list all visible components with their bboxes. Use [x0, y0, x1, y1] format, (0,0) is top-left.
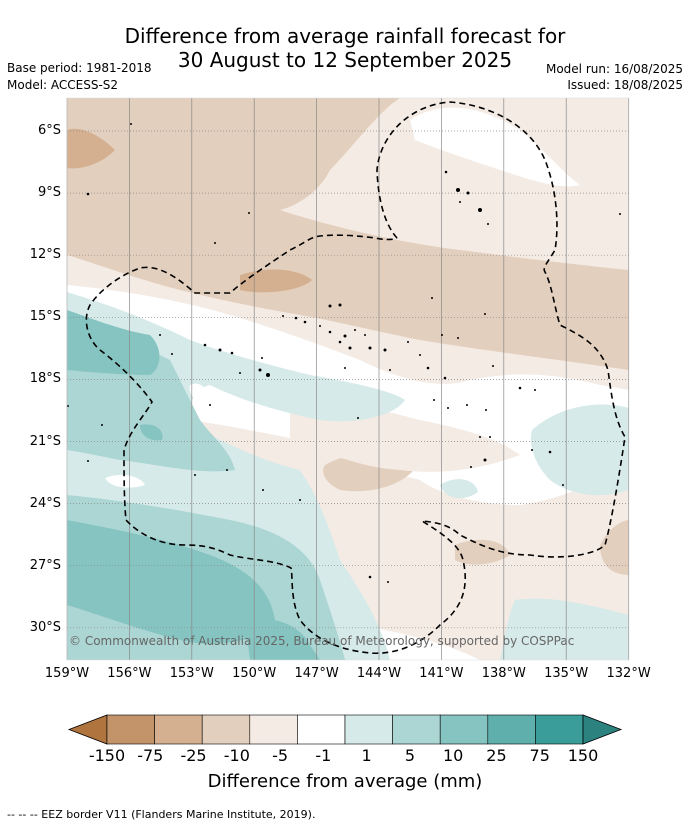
colorbar-segment — [154, 714, 203, 745]
lat-label: 18°S — [29, 371, 61, 387]
colorbar-tick-label: 150 — [567, 746, 599, 765]
anomaly-shading — [67, 98, 629, 660]
colorbar-title: Difference from average (mm) — [207, 771, 483, 792]
colorbar-tick-label: 25 — [486, 746, 507, 765]
lon-label: 150°W — [232, 666, 277, 681]
lon-label: 156°W — [107, 666, 152, 681]
eez-legend-note: -- -- -- EEZ border V11 (Flanders Marine… — [7, 808, 316, 821]
copyright-notice: © Commonwealth of Australia 2025, Bureau… — [69, 634, 575, 648]
lon-label: 147°W — [294, 666, 339, 681]
colorbar-tick-label: -10 — [223, 746, 250, 765]
lat-label: 21°S — [29, 433, 61, 449]
lat-label: 15°S — [29, 309, 61, 325]
colorbar-segment — [535, 714, 584, 745]
rainfall-map — [66, 97, 630, 745]
colorbar-extend-high — [582, 714, 623, 745]
colorbar-segment — [344, 714, 393, 745]
colorbar-tick-label: -1 — [315, 746, 332, 765]
lat-label: 30°S — [29, 619, 61, 635]
eez-border — [85, 101, 626, 655]
colorbar-tick-label: 75 — [529, 746, 550, 765]
map-title-line1: Difference from average rainfall forecas… — [124, 24, 566, 48]
lon-label: 159°W — [44, 666, 90, 681]
lat-label: 9°S — [37, 185, 61, 201]
colorbar-segment — [297, 714, 346, 745]
lon-label: 138°W — [481, 666, 526, 681]
colorbar-segment — [439, 714, 489, 745]
colorbar-tick-label: -75 — [137, 746, 164, 765]
issued-date: Issued: 18/08/2025 — [567, 78, 683, 92]
lon-label: 153°W — [169, 666, 214, 681]
lat-label: 24°S — [29, 495, 61, 511]
colorbar — [67, 714, 623, 745]
lat-label: 27°S — [29, 557, 61, 573]
colorbar-segment — [487, 714, 536, 745]
colorbar-tick-label: -25 — [180, 746, 207, 765]
lon-label: 144°W — [356, 666, 402, 681]
islands — [67, 123, 621, 583]
lon-label: 135°W — [544, 666, 589, 681]
colorbar-segment — [106, 714, 155, 745]
lon-label: 132°W — [606, 666, 651, 681]
colorbar-tick-label: 10 — [442, 746, 464, 765]
colorbar-segment — [392, 714, 441, 745]
model-run: Model run: 16/08/2025 — [545, 62, 683, 76]
map-title-line2: 30 August to 12 September 2025 — [177, 48, 513, 72]
colorbar-tick-label: -5 — [272, 746, 289, 765]
colorbar-segment — [201, 714, 251, 745]
model-name: Model: ACCESS-S2 — [7, 78, 119, 92]
colorbar-tick-label: -150 — [88, 746, 126, 765]
colorbar-tick-label: 1 — [361, 746, 372, 765]
lat-label: 6°S — [37, 123, 61, 138]
colorbar-extend-low — [67, 714, 108, 745]
lon-label: 141°W — [419, 666, 464, 681]
colorbar-segment — [249, 714, 298, 745]
colorbar-tick-label: 5 — [404, 746, 415, 765]
base-period: Base period: 1981-2018 — [7, 61, 152, 75]
lat-label: 12°S — [29, 247, 61, 263]
